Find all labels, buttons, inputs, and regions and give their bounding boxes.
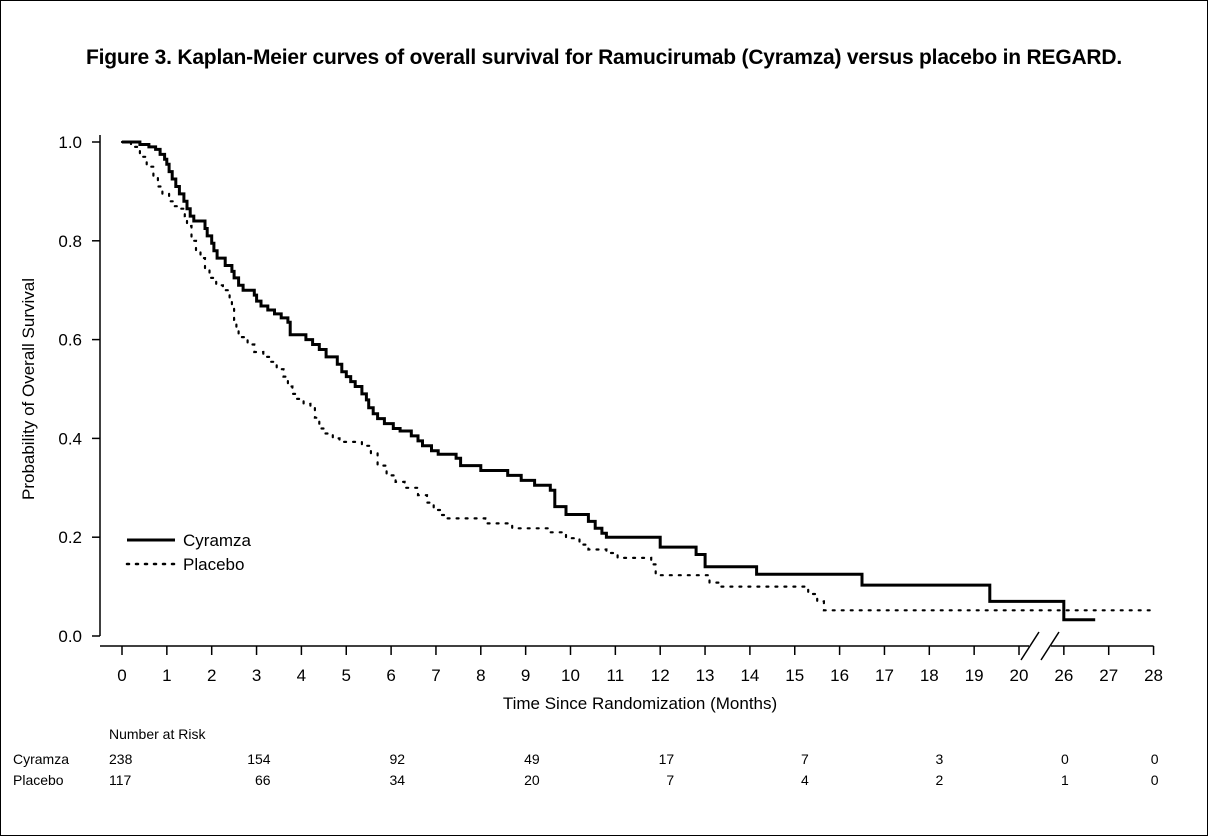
x-tick-label: 26	[1054, 666, 1073, 685]
x-tick-label: 13	[696, 666, 715, 685]
risk-value-cyramza: 0	[1061, 751, 1069, 767]
survival-curves	[120, 140, 1155, 622]
y-tick-label: 0.2	[58, 528, 82, 547]
risk-row-label-placebo: Placebo	[13, 772, 64, 788]
risk-row-label-cyramza: Cyramza	[13, 751, 69, 767]
x-tick-label: 0	[117, 666, 126, 685]
x-tick-label: 17	[875, 666, 894, 685]
risk-value-placebo: 2	[936, 772, 944, 788]
legend-label-cyramza: Cyramza	[183, 531, 252, 550]
risk-value-cyramza: 154	[247, 751, 271, 767]
risk-value-placebo: 34	[390, 772, 406, 788]
y-tick-label: 0.4	[58, 429, 82, 448]
risk-value-cyramza: 0	[1151, 751, 1159, 767]
figure-title: Figure 3. Kaplan-Meier curves of overall…	[86, 46, 1122, 69]
risk-value-cyramza: 7	[801, 751, 809, 767]
x-tick-label: 5	[342, 666, 351, 685]
risk-value-placebo: 7	[666, 772, 674, 788]
x-tick-label: 12	[651, 666, 670, 685]
x-tick-label: 8	[476, 666, 485, 685]
risk-value-placebo: 117	[109, 772, 132, 788]
x-tick-label: 10	[561, 666, 580, 685]
x-tick-label: 7	[431, 666, 440, 685]
x-tick-label: 16	[830, 666, 849, 685]
x-tick-label: 1	[162, 666, 171, 685]
risk-value-cyramza: 238	[109, 751, 133, 767]
y-tick-label: 0.8	[58, 232, 82, 251]
curve-placebo	[120, 140, 1155, 612]
risk-value-cyramza: 49	[524, 751, 540, 767]
x-tick-label: 6	[386, 666, 395, 685]
risk-value-placebo: 0	[1151, 772, 1159, 788]
x-tick-label: 19	[965, 666, 984, 685]
y-axis-title: Probability of Overall Survival	[19, 278, 38, 500]
risk-table-title: Number at Risk	[109, 726, 206, 742]
x-tick-label: 3	[252, 666, 261, 685]
x-tick-label: 4	[297, 666, 306, 685]
x-tick-label: 2	[207, 666, 216, 685]
risk-value-cyramza: 17	[659, 751, 675, 767]
y-tick-label: 0.0	[58, 627, 82, 646]
legend-label-placebo: Placebo	[183, 555, 244, 574]
x-axis-title: Time Since Randomization (Months)	[503, 694, 777, 713]
y-tick-label: 1.0	[58, 133, 82, 152]
x-tick-label: 20	[1010, 666, 1029, 685]
y-tick-label: 0.6	[58, 331, 82, 350]
risk-value-placebo: 20	[524, 772, 540, 788]
x-tick-label: 11	[607, 666, 625, 685]
x-tick-label: 15	[785, 666, 804, 685]
risk-value-cyramza: 3	[936, 751, 944, 767]
curve-cyramza	[122, 140, 1096, 622]
risk-value-placebo: 66	[255, 772, 271, 788]
x-tick-label: 9	[521, 666, 530, 685]
axes: 0.00.20.40.60.81.00 1 2 3 4 5 6 7 8 9 10 11 12 13 14 15…	[58, 133, 1163, 685]
x-tick-label: 18	[920, 666, 939, 685]
risk-value-placebo: 1	[1061, 772, 1069, 788]
x-tick-label: 14	[740, 666, 759, 685]
risk-value-cyramza: 92	[390, 751, 406, 767]
risk-table-values: 238 154 92 49 17 7 3 0 0 117 66 34 20 7 4 2 1 0	[109, 751, 1159, 788]
x-axis-break-mark	[1040, 631, 1060, 661]
x-axis-break-mark	[1020, 631, 1040, 661]
legend: Cyramza Placebo	[125, 531, 252, 574]
x-tick-label: 28	[1144, 666, 1163, 685]
risk-value-placebo: 4	[801, 772, 809, 788]
x-tick-label: 27	[1099, 666, 1118, 685]
